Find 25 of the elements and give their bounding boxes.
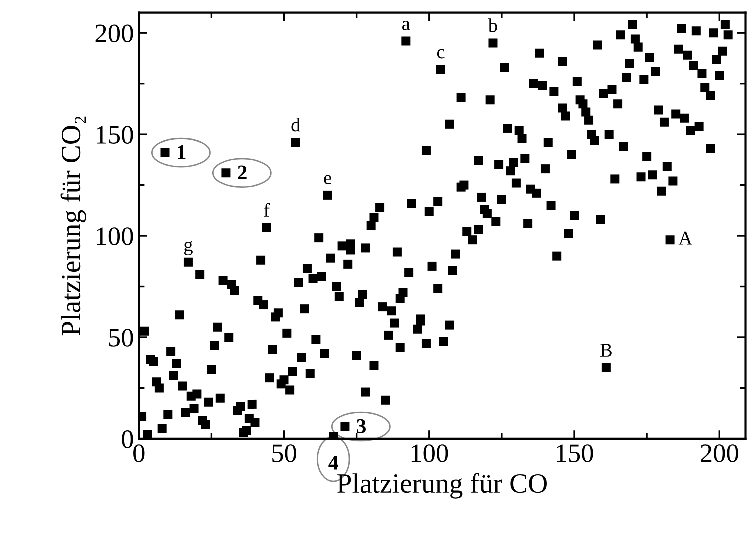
y-axis-title: Platzierung für CO₂ — [60, 116, 86, 336]
annotation: 1 — [178, 145, 186, 160]
annotation: a — [402, 21, 410, 30]
annotation: 4 — [328, 456, 338, 470]
x-axis-title: Platzierung für CO — [338, 473, 547, 499]
annotation: 3 — [357, 419, 366, 434]
x-tick-label: 150 — [557, 444, 594, 462]
y-tick-label: 100 — [97, 228, 134, 246]
y-tick-label: 200 — [96, 24, 134, 43]
annotation: c — [437, 49, 445, 59]
annotation: B — [600, 344, 612, 357]
y-tick-label: 50 — [109, 329, 134, 347]
annotation: A — [678, 232, 693, 245]
x-tick-label: 50 — [272, 444, 296, 462]
annotation: 2 — [238, 166, 247, 180]
y-tick-label: 0 — [122, 430, 134, 448]
annotation: g — [184, 241, 193, 256]
annotation: d — [292, 118, 300, 132]
y-tick-label: 150 — [97, 126, 134, 144]
annotation: b — [488, 18, 498, 32]
annotation: f — [264, 203, 270, 217]
x-tick-label: 100 — [412, 444, 448, 462]
x-tick-label: 200 — [701, 444, 738, 462]
x-tick-label: 0 — [134, 444, 145, 462]
annotation: e — [324, 175, 332, 185]
